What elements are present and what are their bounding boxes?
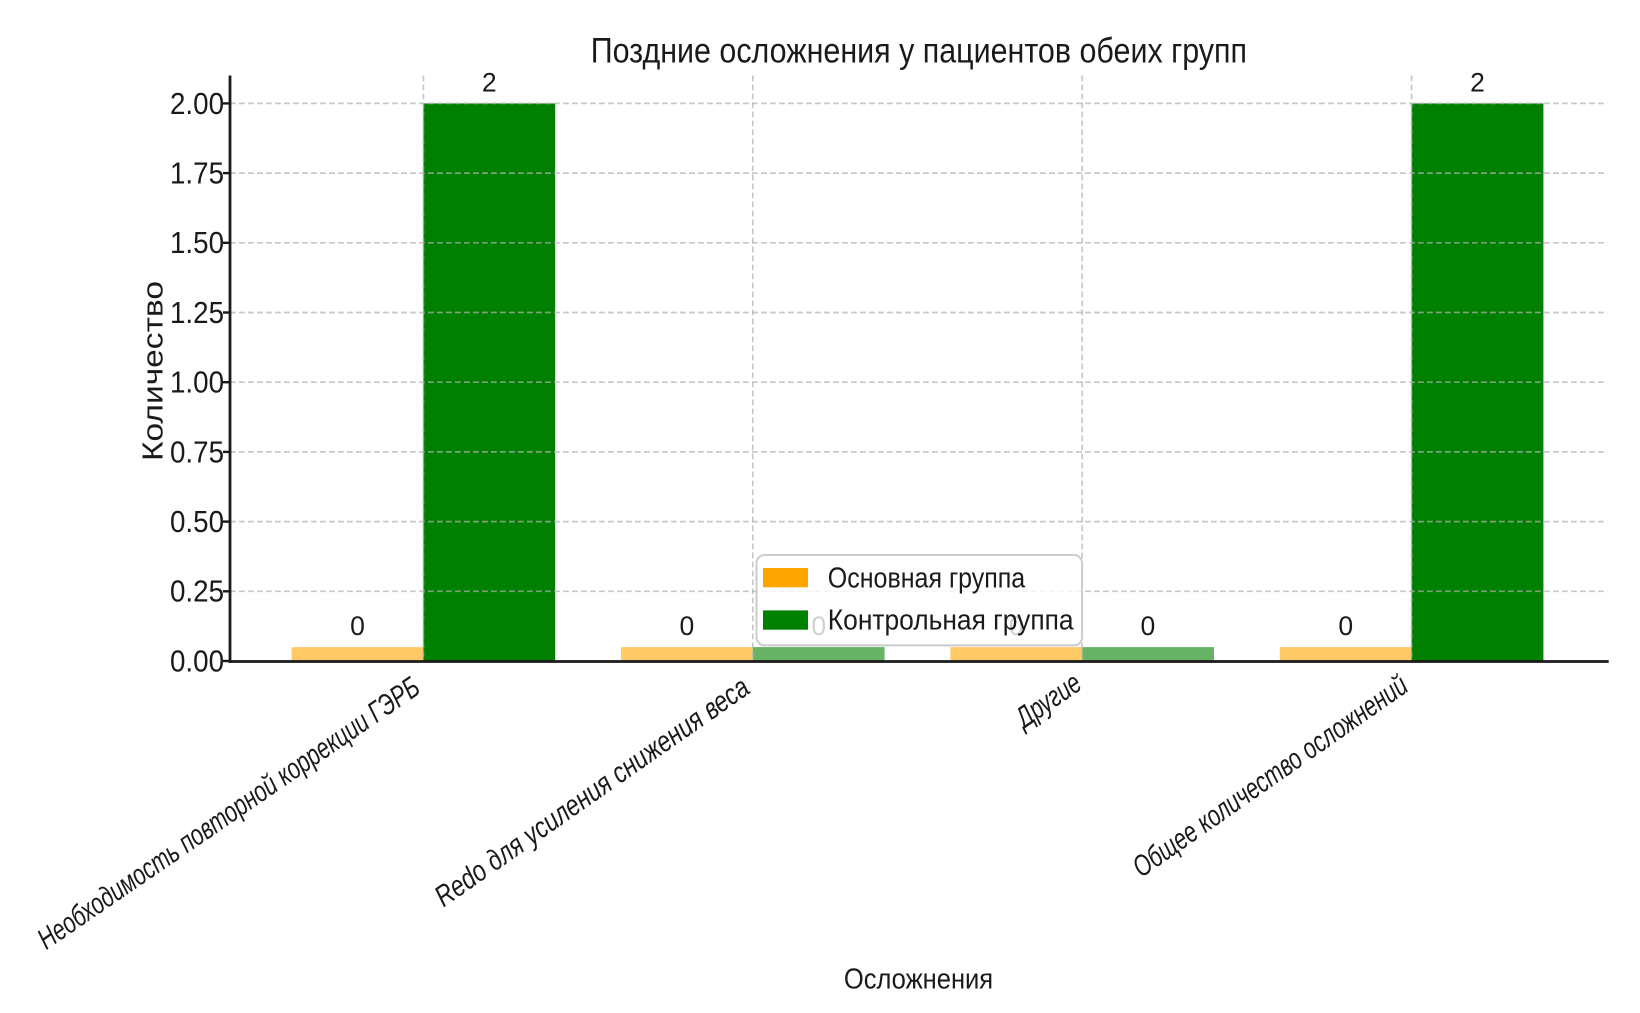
- svg-text:1.75: 1.75: [170, 156, 224, 191]
- svg-text:1.25: 1.25: [170, 295, 224, 330]
- svg-text:2: 2: [1470, 67, 1485, 97]
- svg-text:Количество: Количество: [138, 281, 170, 461]
- svg-text:0.00: 0.00: [170, 643, 224, 678]
- svg-text:Поздние осложнения у пациентов: Поздние осложнения у пациентов обеих гру…: [591, 32, 1247, 71]
- svg-text:0.50: 0.50: [170, 504, 224, 539]
- svg-text:0: 0: [350, 611, 365, 641]
- svg-text:1.00: 1.00: [170, 365, 224, 400]
- svg-text:0: 0: [1141, 611, 1156, 641]
- svg-text:0.75: 0.75: [170, 434, 224, 469]
- svg-text:0: 0: [1338, 611, 1353, 641]
- svg-text:Контрольная группа: Контрольная группа: [828, 605, 1075, 637]
- svg-text:2.00: 2.00: [170, 86, 224, 121]
- svg-text:Основная группа: Основная группа: [828, 562, 1026, 594]
- svg-text:2: 2: [482, 67, 497, 97]
- svg-text:1.50: 1.50: [170, 225, 224, 260]
- svg-text:0.25: 0.25: [170, 574, 224, 609]
- svg-text:Осложнения: Осложнения: [844, 963, 993, 995]
- svg-text:0: 0: [680, 611, 695, 641]
